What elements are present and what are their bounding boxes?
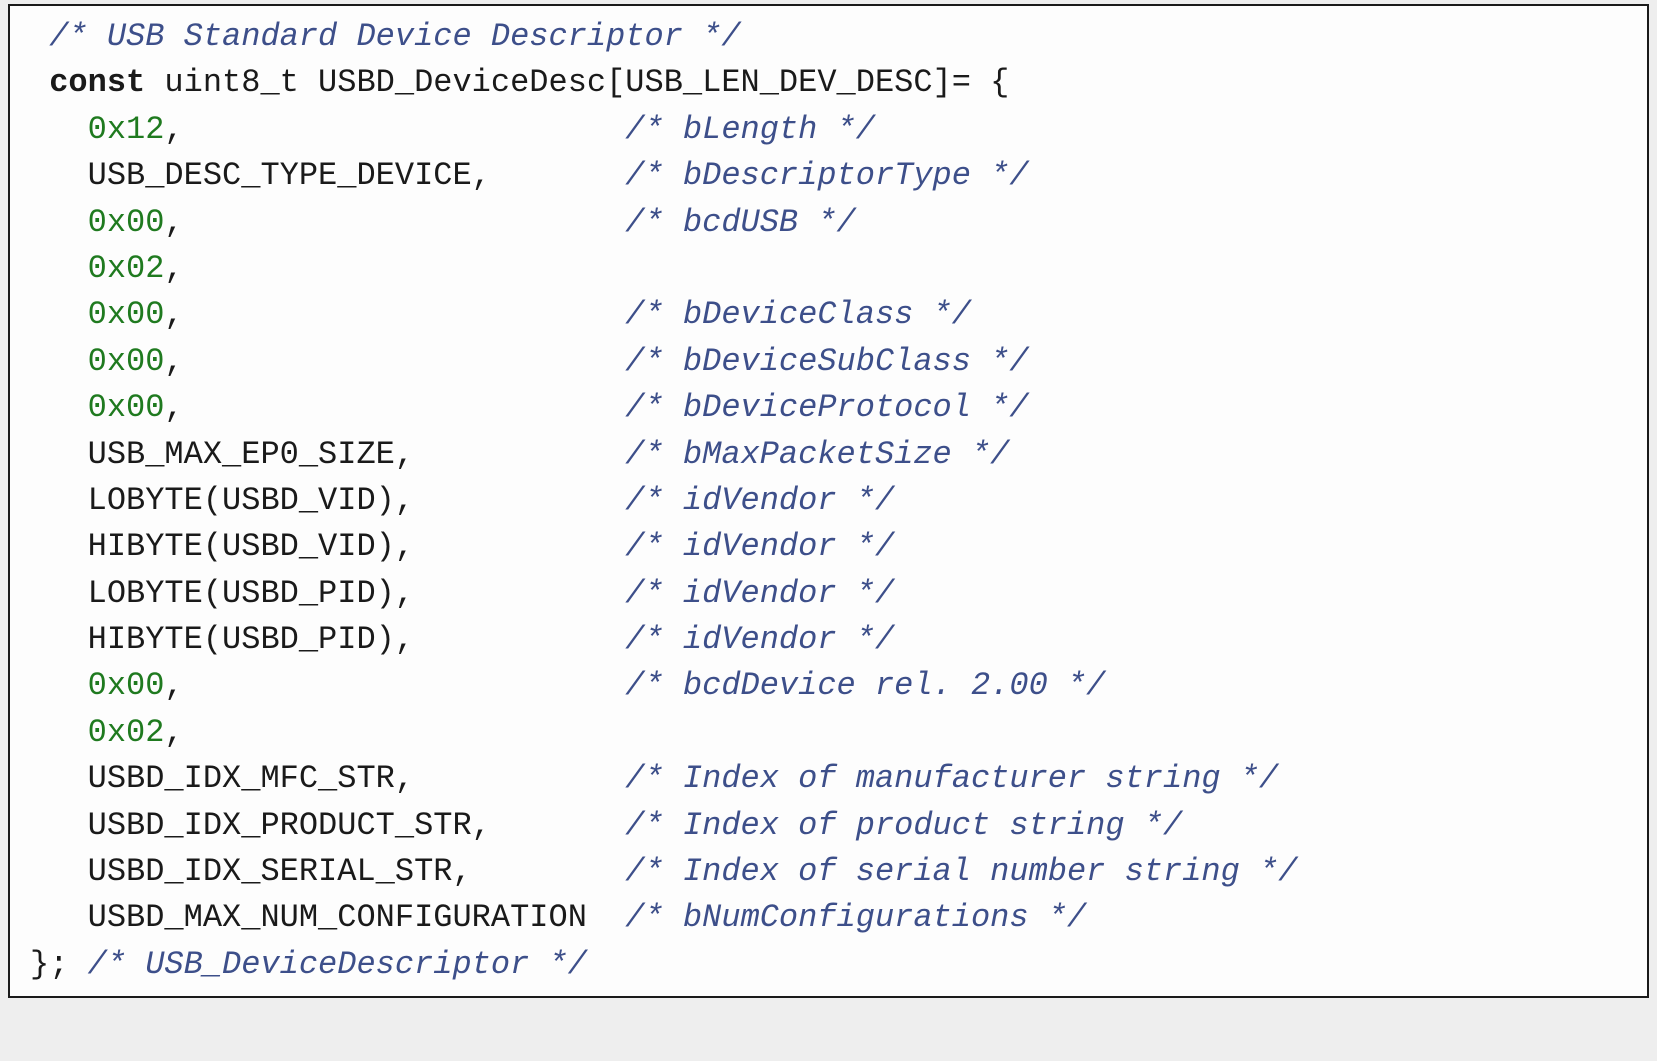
code-block: /* USB Standard Device Descriptor */ con… (30, 14, 1633, 988)
code-panel: /* USB Standard Device Descriptor */ con… (8, 4, 1649, 998)
